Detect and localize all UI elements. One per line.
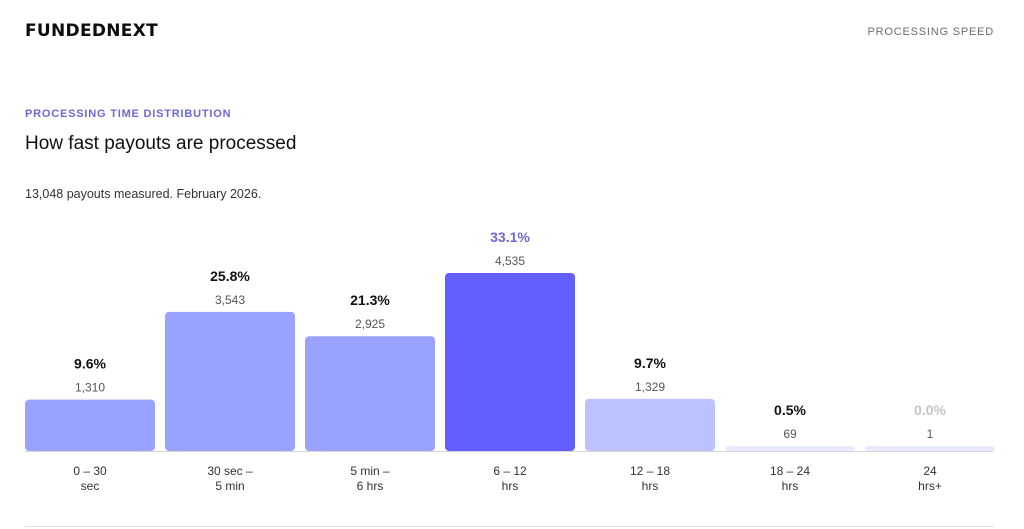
bar-5[interactable] <box>725 446 855 451</box>
bar-percent-label-4: 9.7% <box>634 355 666 371</box>
x-tick-label-4-1: hrs <box>642 479 659 493</box>
fundednext-logo[interactable]: FUNDEDNEXT <box>25 21 159 41</box>
bar-percent-label-5: 0.5% <box>774 402 806 418</box>
bar-count-label-1: 3,543 <box>215 293 245 307</box>
section-eyebrow: PROCESSING TIME DISTRIBUTION <box>25 108 232 120</box>
bar-percent-label-1: 25.8% <box>210 268 250 284</box>
x-tick-label-4-0: 12 – 18 <box>630 464 670 478</box>
bar-2[interactable] <box>305 336 435 451</box>
bar-count-label-0: 1,310 <box>75 381 105 395</box>
x-tick-label-5-0: 18 – 24 <box>770 464 810 478</box>
x-tick-label-2-1: 6 hrs <box>357 479 384 493</box>
bar-percent-label-0: 9.6% <box>74 356 106 372</box>
x-tick-label-0-1: sec <box>81 479 100 493</box>
processing-speed-nav-label[interactable]: PROCESSING SPEED <box>867 26 994 38</box>
bar-4[interactable] <box>585 398 715 451</box>
x-tick-label-1-0: 30 sec – <box>207 464 253 478</box>
bar-6[interactable] <box>865 446 995 451</box>
x-tick-label-6-1: hrs+ <box>918 479 942 493</box>
x-tick-label-3-1: hrs <box>502 479 519 493</box>
bar-count-label-6: 1 <box>927 427 934 441</box>
x-tick-label-2-0: 5 min – <box>350 464 390 478</box>
bar-0[interactable] <box>25 399 155 451</box>
x-tick-label-1-1: 5 min <box>215 479 244 493</box>
bar-group-2: 2,925 21.3% 5 min –6 hrs <box>305 292 435 493</box>
bar-3[interactable] <box>445 273 575 451</box>
x-tick-label-6-0: 24 <box>923 464 937 478</box>
bar-count-label-4: 1,329 <box>635 380 665 394</box>
x-tick-label-0-0: 0 – 30 <box>73 464 107 478</box>
bar-count-label-2: 2,925 <box>355 317 385 331</box>
bottom-divider <box>25 526 994 527</box>
bar-percent-label-2: 21.3% <box>350 292 390 308</box>
bar-percent-label-3: 33.1% <box>490 229 530 245</box>
bar-percent-label-6: 0.0% <box>914 402 946 418</box>
bar-count-label-3: 4,535 <box>495 254 525 268</box>
bar-group-1: 3,543 25.8% 30 sec –5 min <box>165 268 295 493</box>
section-title: How fast payouts are processed <box>25 133 297 154</box>
x-tick-label-5-1: hrs <box>782 479 799 493</box>
bar-1[interactable] <box>165 311 295 451</box>
section-subtitle: 13,048 payouts measured. February 2026. <box>25 187 262 201</box>
x-tick-label-3-0: 6 – 12 <box>493 464 527 478</box>
bar-count-label-5: 69 <box>783 427 797 441</box>
